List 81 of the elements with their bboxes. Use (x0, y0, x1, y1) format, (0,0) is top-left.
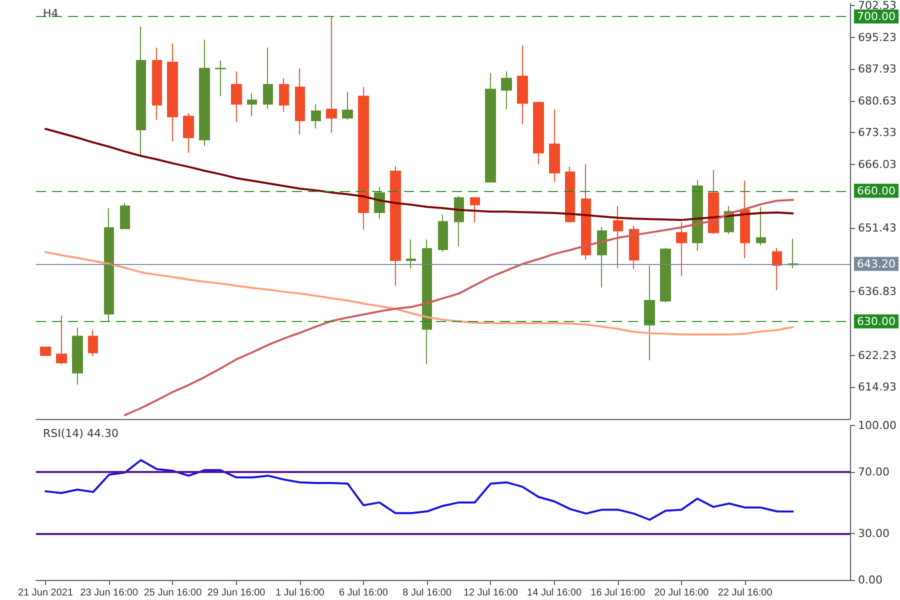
candlestick (326, 16, 337, 134)
candlestick (438, 214, 448, 252)
candlestick (740, 180, 750, 259)
candlestick (136, 26, 146, 156)
ref-line-label: 700.00 (857, 10, 896, 24)
y-tick-label: 622.23 (858, 348, 896, 362)
candlestick (72, 327, 83, 386)
candlestick (565, 166, 575, 224)
candlestick (644, 265, 655, 361)
candlestick (88, 330, 98, 356)
line-series (124, 198, 794, 416)
x-tick-label: 21 Jun 2021 (18, 588, 74, 598)
x-tick-label: 16 Jul 16:00 (590, 588, 646, 598)
y-tick-label: 651.43 (858, 222, 896, 235)
candlestick (358, 86, 369, 230)
y-tick-label: 0.00 (858, 574, 882, 586)
candlestick (676, 222, 687, 277)
y-tick-label: 100.00 (858, 419, 896, 432)
candlestick (279, 78, 289, 112)
candlestick (597, 226, 607, 288)
candlestick (247, 92, 257, 117)
candlestick (342, 92, 353, 120)
candlestick (613, 206, 623, 269)
y-tick-label: 673.33 (858, 126, 896, 140)
y-tick-label: 614.93 (858, 380, 896, 394)
candlestick (549, 108, 560, 183)
y-tick-label: 702.53 (858, 0, 896, 12)
candlestick (501, 70, 512, 110)
candlestick (183, 112, 194, 154)
x-tick-label: 8 Jul 16:00 (402, 588, 452, 598)
x-tick-label: 1 Jul 16:00 (275, 588, 325, 598)
x-tick-label: 23 Jun 16:00 (80, 588, 138, 598)
ref-line-label: 643.20 (857, 257, 896, 270)
line-series (44, 459, 794, 521)
candlestick (517, 44, 528, 125)
candlestick (152, 46, 162, 120)
chart-title: H4 (43, 7, 58, 20)
candlestick (199, 39, 210, 146)
candlestick (406, 239, 416, 269)
x-tick-label: 25 Jun 16:00 (144, 588, 202, 598)
candlestick (533, 102, 544, 165)
line-series (44, 128, 794, 221)
candlestick (629, 225, 639, 270)
candlestick (692, 179, 703, 252)
candlestick (40, 346, 51, 356)
candlestick (295, 68, 305, 136)
candlestick (104, 208, 114, 322)
candlestick (167, 43, 178, 142)
candlestick (454, 195, 464, 248)
candlestick (120, 202, 130, 230)
x-tick-label: 12 Jul 16:00 (463, 588, 518, 598)
y-tick-label: 30.00 (858, 527, 890, 540)
x-tick-label: 22 Jul 16:00 (718, 588, 773, 598)
candlestick (311, 104, 321, 129)
candlestick (263, 46, 273, 110)
x-tick-label: 14 Jul 16:00 (527, 588, 582, 598)
y-tick-label: 70.00 (858, 465, 890, 478)
line-series (44, 251, 794, 336)
x-tick-label: 29 Jun 16:00 (207, 588, 266, 598)
y-tick-label: 695.23 (858, 30, 896, 44)
candlestick (470, 197, 480, 224)
y-tick-label: 666.03 (858, 158, 896, 171)
candlestick (56, 314, 67, 366)
ref-line-label: 660.00 (857, 184, 896, 198)
candlestick (756, 206, 766, 246)
x-tick-label: 6 Jul 16:00 (339, 588, 388, 598)
candlestick (772, 247, 782, 291)
candlestick (215, 60, 226, 97)
y-tick-label: 636.83 (858, 285, 896, 298)
candlestick (422, 239, 432, 365)
ref-line-label: 630.00 (857, 314, 896, 328)
y-tick-label: 680.63 (858, 94, 896, 108)
candlestick (390, 165, 401, 286)
chart-title: RSI(14) 44.30 (43, 427, 118, 440)
candlestick (485, 72, 496, 183)
candlestick (231, 70, 242, 122)
x-tick-label: 20 Jul 16:00 (654, 588, 710, 598)
candlestick (708, 169, 719, 234)
y-tick-label: 687.93 (858, 62, 896, 76)
candlestick (581, 164, 591, 260)
candlestick (660, 247, 671, 303)
